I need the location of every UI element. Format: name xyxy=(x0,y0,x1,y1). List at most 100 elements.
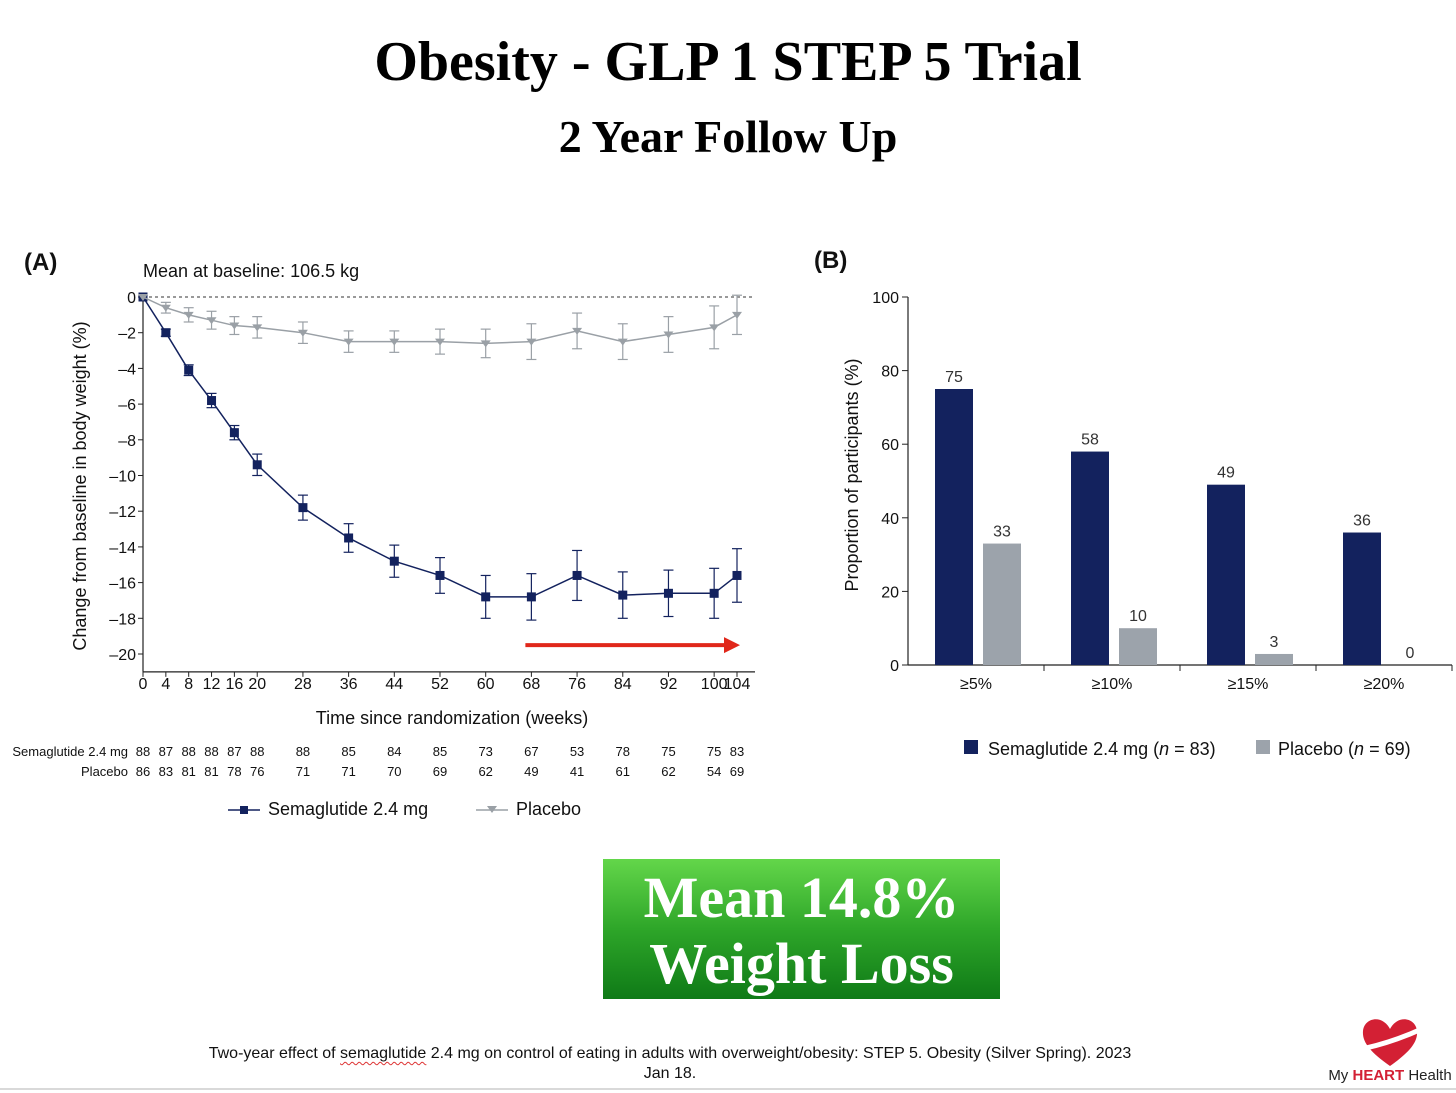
line-chart-y-label: Change from baseline in body weight (%) xyxy=(70,321,90,650)
placebo-point xyxy=(732,311,742,319)
page-subtitle: 2 Year Follow Up xyxy=(558,111,898,162)
line-chart-x-tick-label: 8 xyxy=(184,676,193,693)
line-chart-x-label: Time since randomization (weeks) xyxy=(316,708,588,728)
placebo-point xyxy=(526,338,537,346)
line-chart-y-tick-label: –2 xyxy=(118,326,136,343)
placebo-point xyxy=(297,329,308,337)
my-heart-health-logo: My HEART Health xyxy=(1326,1012,1454,1087)
line-chart-y-tick-label: –16 xyxy=(109,576,136,593)
at-risk-count: 78 xyxy=(227,764,241,779)
at-risk-count: 54 xyxy=(707,764,721,779)
bar-value-label: 75 xyxy=(945,369,963,386)
semaglutide-bar xyxy=(935,389,973,665)
line-chart-x-tick-label: 44 xyxy=(385,676,403,693)
legend-semaglutide-swatch xyxy=(964,740,978,754)
placebo-point xyxy=(229,322,240,330)
bar-chart-category-label: ≥5% xyxy=(960,676,992,693)
placebo-bar xyxy=(1119,628,1157,665)
line-chart: 0–2–4–6–8–10–12–14–16–18–200 4 8 12 16 20 28 36… xyxy=(12,290,755,779)
bar-value-label: 33 xyxy=(993,524,1011,541)
legend-semaglutide-marker xyxy=(240,806,248,814)
line-chart-x-tick-label: 12 xyxy=(203,676,221,693)
at-risk-count: 75 xyxy=(707,744,721,759)
placebo-point xyxy=(183,311,194,319)
semaglutide-point xyxy=(389,556,399,566)
placebo-point xyxy=(709,324,720,332)
at-risk-count: 75 xyxy=(661,744,675,759)
line-chart-y-tick-label: –14 xyxy=(109,540,136,557)
placebo-point xyxy=(435,338,445,346)
at-risk-count: 62 xyxy=(661,764,675,779)
at-risk-count: 69 xyxy=(730,764,744,779)
page-title: Obesity - GLP 1 STEP 5 Trial xyxy=(374,31,1082,93)
bar-value-label: 10 xyxy=(1129,608,1147,625)
semaglutide-point xyxy=(229,428,239,438)
placebo-point xyxy=(160,304,171,312)
semaglutide-point xyxy=(252,460,262,470)
line-chart-x-tick-label: 16 xyxy=(225,676,243,693)
at-risk-count: 83 xyxy=(730,744,744,759)
at-risk-count: 41 xyxy=(570,764,584,779)
bar-chart-y-tick-label: 40 xyxy=(881,511,899,528)
semaglutide-point xyxy=(344,533,354,543)
weight-loss-callout: Mean 14.8% Weight Loss xyxy=(603,859,1000,999)
line-chart-x-tick-label: 76 xyxy=(568,676,586,693)
line-chart-y-tick-label: –20 xyxy=(109,647,136,664)
placebo-point xyxy=(138,294,148,301)
line-chart-x-tick-label: 4 xyxy=(161,676,170,693)
at-risk-count: 87 xyxy=(159,744,173,759)
bar-value-label: 49 xyxy=(1217,465,1235,482)
semaglutide-point xyxy=(207,396,217,406)
semaglutide-point xyxy=(184,365,194,375)
citation: Two-year effect of semaglutide 2.4 mg on… xyxy=(200,1044,1140,1084)
at-risk-count: 83 xyxy=(159,764,173,779)
placebo-point xyxy=(389,338,400,346)
baseline-annotation: Mean at baseline: 106.5 kg xyxy=(143,261,359,281)
at-risk-count: 84 xyxy=(387,744,401,759)
line-chart-legend: Semaglutide 2.4 mg Placebo xyxy=(228,799,581,819)
semaglutide-point xyxy=(732,570,742,580)
line-chart-x-tick-label: 104 xyxy=(724,676,751,693)
line-chart-x-tick-label: 20 xyxy=(248,676,266,693)
semaglutide-point xyxy=(298,503,308,513)
at-risk-placebo-label: Placebo xyxy=(81,764,128,779)
semaglutide-point xyxy=(526,592,536,602)
at-risk-count: 69 xyxy=(433,764,447,779)
at-risk-count: 85 xyxy=(341,744,355,759)
at-risk-count: 67 xyxy=(524,744,538,759)
semaglutide-point xyxy=(618,590,628,600)
at-risk-count: 81 xyxy=(204,764,218,779)
at-risk-semaglutide-label: Semaglutide 2.4 mg xyxy=(12,744,128,759)
legend-placebo-text: Placebo (n = 69) xyxy=(1278,739,1411,759)
line-chart-y-tick-label: 0 xyxy=(127,290,136,307)
logo-text: My HEART Health xyxy=(1328,1067,1452,1084)
legend-placebo-swatch xyxy=(1256,740,1270,754)
citation-spellcheck-word: semaglutide xyxy=(340,1045,427,1062)
bar-chart-y-tick-label: 20 xyxy=(881,584,899,601)
at-risk-count: 61 xyxy=(616,764,630,779)
callout-line-1: Mean 14.8% xyxy=(643,865,960,930)
semaglutide-bar xyxy=(1071,451,1109,665)
line-chart-y-tick-label: –12 xyxy=(109,504,136,521)
bar-value-label: 58 xyxy=(1081,432,1099,449)
bar-chart-y-tick-label: 100 xyxy=(872,290,899,307)
semaglutide-point xyxy=(709,588,719,598)
line-chart-x-tick-label: 28 xyxy=(294,676,312,693)
bar-chart-y-tick-label: 60 xyxy=(881,437,899,454)
callout-line-2: Weight Loss xyxy=(649,931,954,996)
placebo-bar xyxy=(1255,653,1293,665)
bar-value-label: 3 xyxy=(1270,634,1279,651)
placebo-point xyxy=(572,327,583,335)
line-chart-x-tick-label: 68 xyxy=(522,676,540,693)
placebo-point xyxy=(480,340,491,348)
panel-b-label: (B) xyxy=(814,247,847,274)
legend-placebo-marker xyxy=(487,806,497,813)
bar-chart-category-label: ≥20% xyxy=(1364,676,1405,693)
at-risk-count: 88 xyxy=(181,744,195,759)
at-risk-count: 81 xyxy=(181,764,195,779)
line-chart-x-tick-label: 52 xyxy=(431,676,449,693)
red-arrow-head xyxy=(724,637,740,654)
legend-semaglutide-text: Semaglutide 2.4 mg (n = 83) xyxy=(988,739,1216,759)
line-chart-x-tick-label: 0 xyxy=(139,676,148,693)
line-chart-y-tick-label: –10 xyxy=(109,469,136,486)
